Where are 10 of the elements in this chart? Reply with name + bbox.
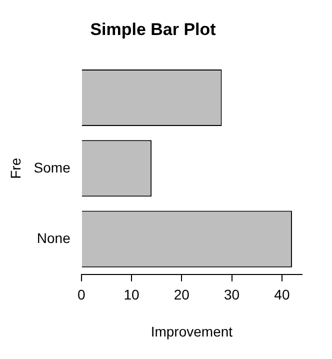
y-tick-label: Some (34, 159, 71, 176)
y-axis-title: Fre (7, 158, 24, 179)
x-tick-label: 20 (174, 286, 190, 303)
x-tick-label: 40 (274, 286, 290, 303)
x-tick-label: 0 (77, 286, 86, 303)
chart-title: Simple Bar Plot (90, 20, 216, 39)
y-tick-label: None (36, 230, 71, 246)
x-tick-label: 10 (124, 286, 140, 303)
x-tick-label: 30 (224, 286, 240, 303)
x-axis-title: Improvement (150, 323, 233, 340)
